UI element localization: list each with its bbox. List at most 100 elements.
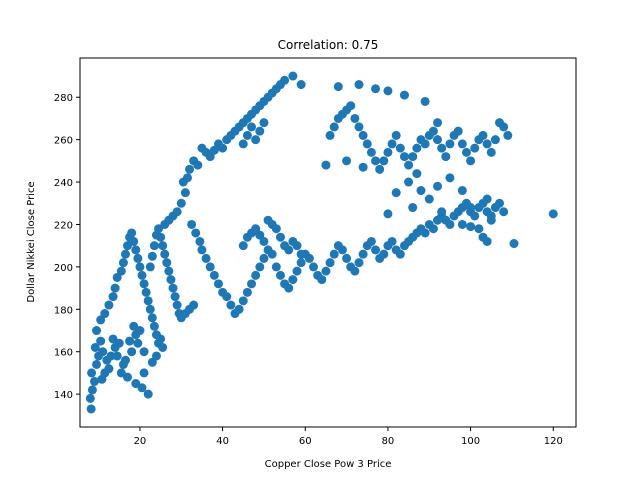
data-point [205,262,215,272]
data-point [259,236,269,246]
data-point [333,82,343,92]
data-point [433,181,443,191]
data-point [371,245,381,255]
data-point [145,262,155,272]
data-point [87,385,97,395]
data-point [213,279,223,289]
data-point [226,300,236,310]
data-point [358,162,368,172]
data-point [354,258,364,268]
data-point [168,283,178,293]
data-point [98,347,108,357]
data-point [387,236,397,246]
data-point [383,147,393,157]
data-point [433,135,443,145]
chart-title: Correlation: 0.75 [278,38,379,52]
data-point [100,309,110,319]
x-tick-label: 120 [544,436,563,447]
data-point [137,383,147,393]
data-point [96,315,106,325]
data-point [160,249,170,259]
data-point [222,292,232,302]
data-point [218,143,228,153]
data-point [137,270,147,280]
y-axis: 140 160 180 200 220 240 260 280 [54,93,80,401]
data-point [470,211,480,221]
data-point [354,80,364,90]
data-point [399,90,409,100]
data-point [139,347,149,357]
data-point [255,230,265,240]
data-point [87,368,97,378]
data-point [141,287,151,297]
data-point [424,194,434,204]
data-point [120,249,130,259]
data-point [358,130,368,140]
data-point [135,262,145,272]
data-point [482,194,492,204]
data-point [466,156,476,166]
data-point [195,236,205,246]
data-point [412,143,422,153]
data-point [112,351,122,361]
y-tick-label: 180 [54,305,73,316]
data-point [292,241,302,251]
data-point [391,188,401,198]
data-point [486,147,496,157]
data-point [296,258,306,268]
data-point [131,245,141,255]
data-point [176,198,186,208]
data-point [404,177,414,187]
data-point [466,222,476,232]
x-tick-label: 40 [216,436,229,447]
data-point [329,122,339,132]
data-point [275,270,285,280]
data-point [242,130,252,140]
data-point [145,304,155,314]
data-point [453,126,463,136]
data-point [420,228,430,238]
data-point [251,224,261,234]
data-point [379,249,389,259]
data-point [482,236,492,246]
data-point [201,253,211,263]
data-point [441,152,451,162]
data-point [104,364,114,374]
x-tick-label: 60 [299,436,312,447]
data-point [457,139,467,149]
data-point [185,164,195,174]
data-point [182,173,192,183]
data-point [143,389,153,399]
data-point [164,266,174,276]
data-point [325,258,335,268]
data-point [437,143,447,153]
data-point [280,75,290,85]
data-point [495,198,505,208]
data-point [325,130,335,140]
data-point [342,156,352,166]
data-point [395,143,405,153]
data-point [92,359,102,369]
data-point [86,404,96,414]
data-point [149,241,159,251]
x-axis: 20 40 60 80 100 120 [134,427,563,447]
data-point [123,372,133,382]
data-point [329,249,339,259]
data-point [383,209,393,219]
data-point [284,283,294,293]
data-point [478,130,488,140]
data-point [147,357,157,367]
data-point [127,347,137,357]
data-point [503,130,513,140]
data-point [304,253,314,263]
data-point [499,122,509,132]
data-point [433,118,443,128]
data-point [189,300,199,310]
data-point [259,253,269,263]
data-point [350,113,360,123]
data-point [112,272,122,282]
data-point [85,393,95,403]
data-point [158,241,168,251]
data-point [346,101,356,111]
data-point [209,270,219,280]
